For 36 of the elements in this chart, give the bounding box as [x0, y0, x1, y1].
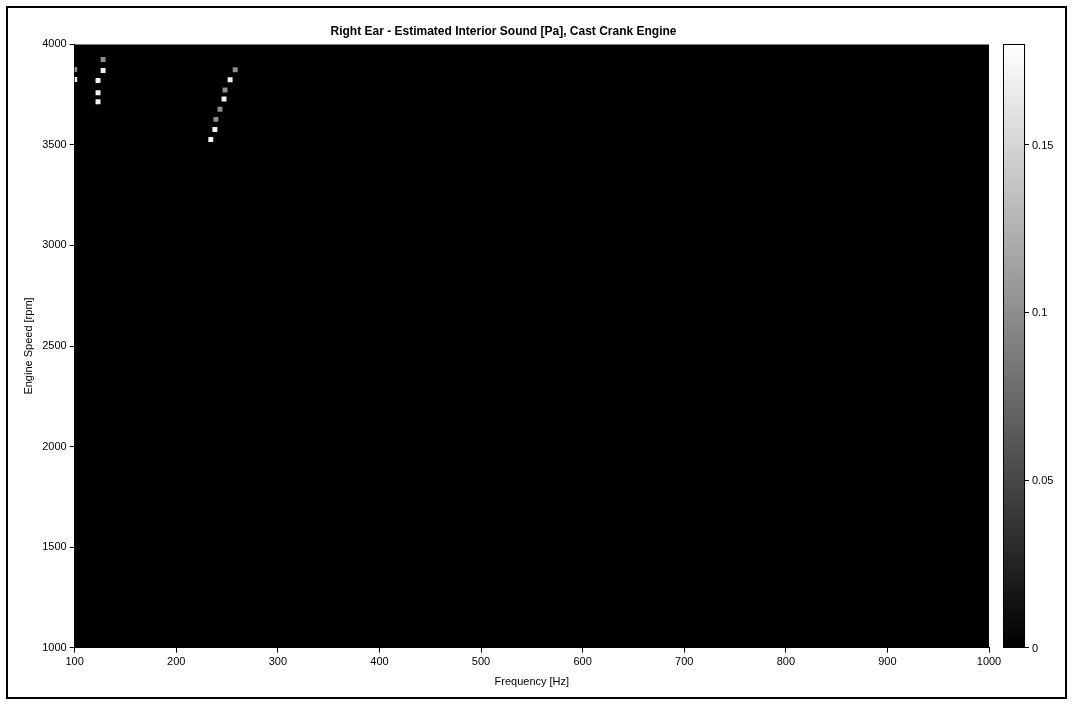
x-tick-label: 800 — [776, 655, 795, 668]
chart-title: Right Ear - Estimated Interior Sound [Pa], Cast Crank Engine — [330, 23, 677, 38]
x-tick-label: 500 — [471, 655, 491, 668]
point — [100, 57, 106, 62]
point — [212, 126, 218, 132]
y-tick-label: 2500 — [42, 339, 67, 352]
y-tick-label: 2000 — [42, 439, 67, 452]
point — [95, 90, 101, 96]
point — [222, 87, 228, 93]
color-bar-label: 0.1 — [1032, 305, 1048, 320]
y-axis-title: Engine Speed [rpm] — [21, 297, 34, 395]
y-tick-label: 1500 — [42, 540, 67, 553]
point — [95, 78, 101, 84]
x-tick-label: 300 — [268, 655, 288, 668]
color-bar-label: 0.05 — [1032, 473, 1054, 488]
color-bar-label: 0.15 — [1032, 137, 1054, 152]
x-tick-label: 700 — [675, 655, 694, 668]
x-tick-label: 100 — [65, 655, 84, 668]
point — [217, 106, 223, 112]
y-tick-label: 1000 — [42, 640, 67, 653]
point — [232, 67, 238, 73]
x-tick-label: 600 — [573, 655, 592, 668]
x-tick-label: 200 — [167, 655, 186, 668]
color-bar-label: 0 — [1032, 640, 1039, 655]
y-tick-label: 4000 — [42, 37, 67, 50]
point — [213, 116, 219, 122]
x-tick-label: 1000 — [976, 655, 1002, 668]
x-tick-label: 900 — [878, 655, 897, 668]
point — [208, 137, 214, 142]
y-tick-label: 3500 — [42, 137, 67, 150]
y-tick-label: 3000 — [42, 238, 67, 251]
x-tick-label: 400 — [370, 655, 389, 668]
point — [100, 68, 106, 74]
x-axis-title: Frequency [Hz] — [494, 675, 570, 688]
point — [227, 77, 233, 83]
point — [95, 99, 101, 105]
